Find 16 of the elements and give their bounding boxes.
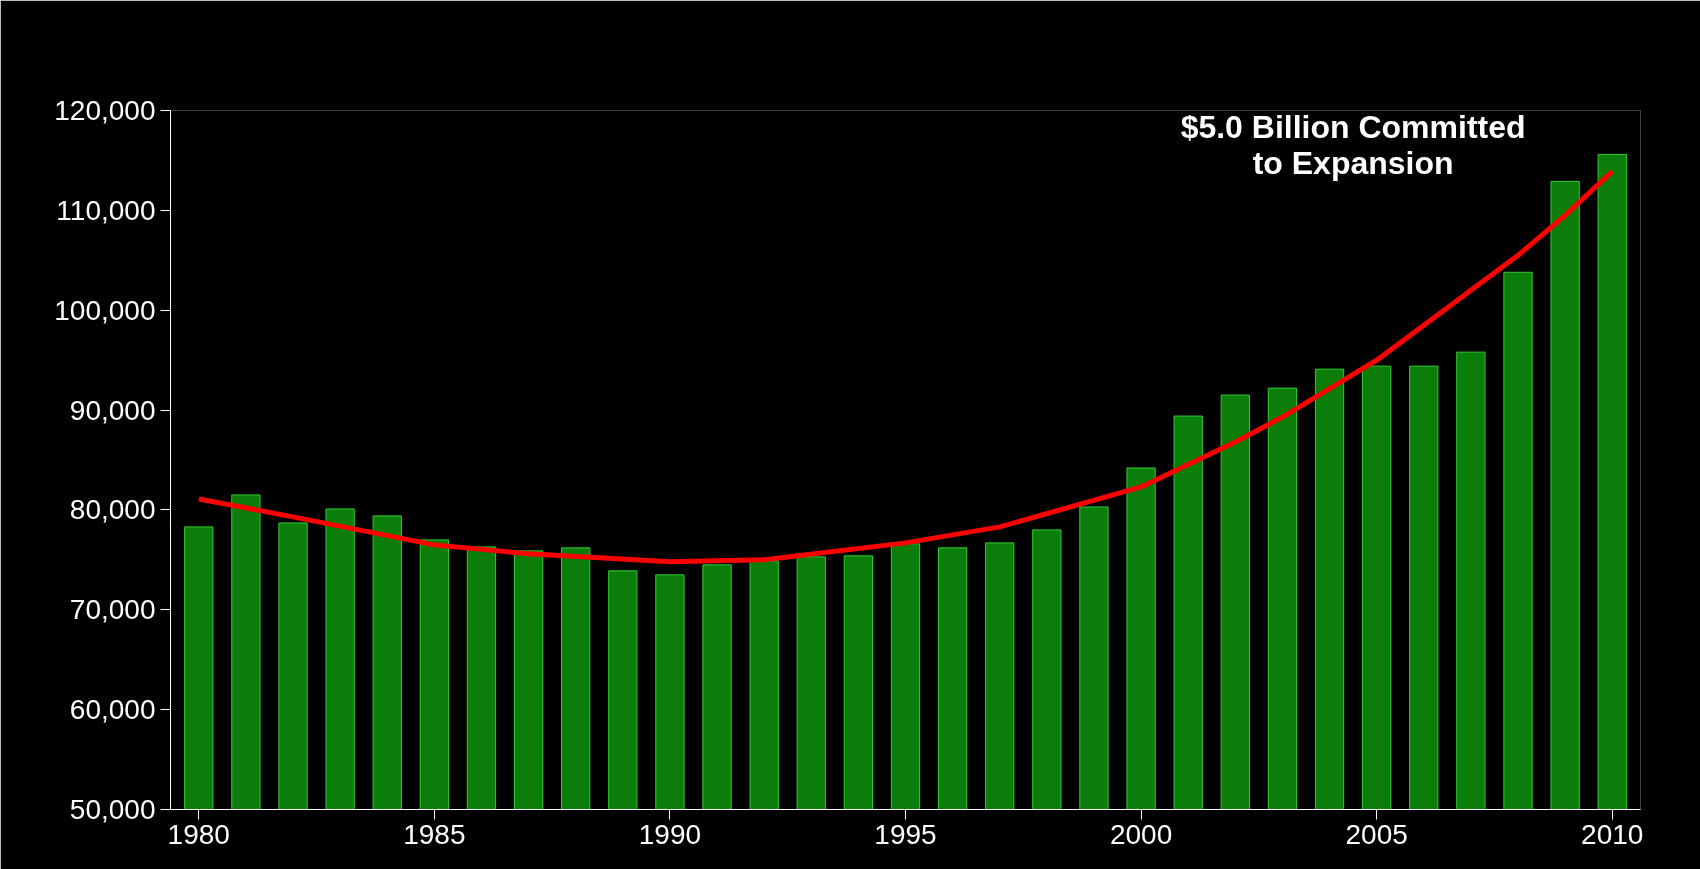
x-tick-label: 1995 <box>874 818 937 850</box>
y-tick-label: 80,000 <box>69 494 156 526</box>
y-tick-label: 90,000 <box>69 394 156 426</box>
x-tick-label: 2010 <box>1581 818 1644 850</box>
x-tick-label: 2005 <box>1345 818 1408 850</box>
y-tick-label: 110,000 <box>56 194 156 226</box>
x-tick-label: 1980 <box>167 818 230 850</box>
x-tick-label: 1990 <box>638 818 702 850</box>
y-tick-label: 70,000 <box>69 594 156 626</box>
x-tick-label: 2000 <box>1109 818 1173 850</box>
y-tick-label: 60,000 <box>69 694 156 726</box>
x-tick-label: 1985 <box>403 818 466 850</box>
annotation: $5.0 Billion Committed to Expansion <box>1180 109 1526 182</box>
y-tick-label: 100,000 <box>54 294 156 326</box>
y-tick-label: 50,000 <box>69 794 156 825</box>
y-tick-label: 120,000 <box>54 95 156 126</box>
